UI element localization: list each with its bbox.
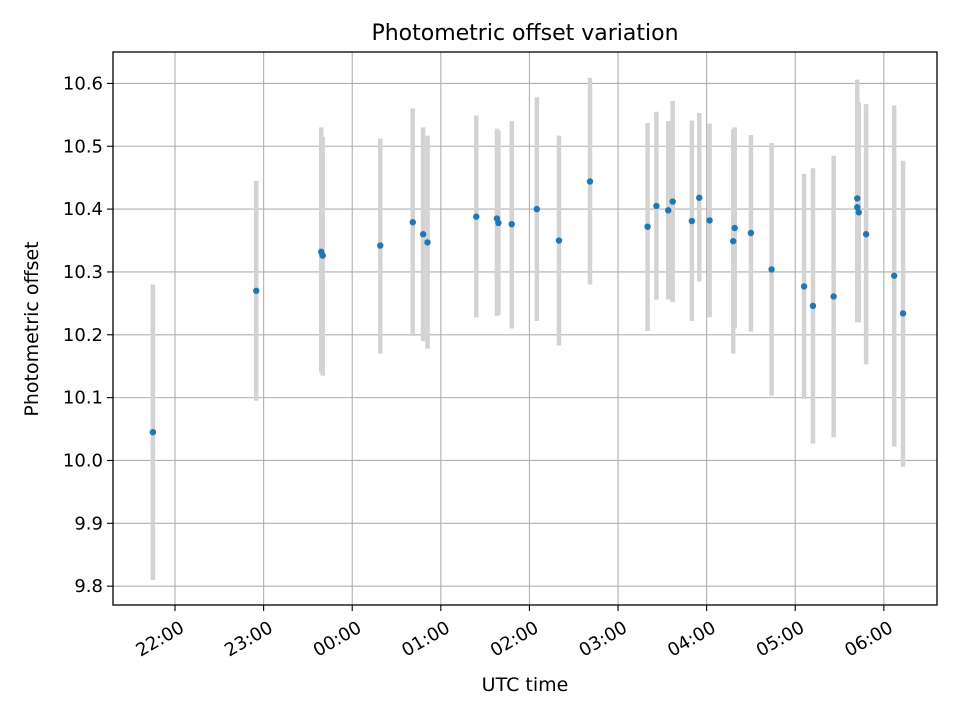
data-point xyxy=(855,209,862,216)
y-tick-label: 10.0 xyxy=(63,450,103,471)
data-point xyxy=(586,178,594,185)
y-tick-label: 9.9 xyxy=(74,513,103,534)
data-point xyxy=(419,231,427,238)
data-points xyxy=(149,178,907,436)
data-point xyxy=(495,219,502,227)
data-point xyxy=(533,205,541,213)
y-tick-label: 10.4 xyxy=(63,199,103,220)
data-point xyxy=(424,239,431,246)
data-point xyxy=(800,283,808,290)
y-tick-label: 10.1 xyxy=(63,388,103,409)
data-point xyxy=(688,217,696,225)
data-point xyxy=(473,213,480,220)
y-axis-label: Photometric offset xyxy=(21,241,43,416)
grid xyxy=(113,52,937,605)
plot-frame xyxy=(112,51,938,606)
y-tick-label: 10.6 xyxy=(63,73,103,94)
data-point xyxy=(854,204,861,211)
y-tick-label: 10.2 xyxy=(63,325,103,346)
data-point xyxy=(409,219,416,226)
data-point xyxy=(149,428,157,436)
chart-title: Photometric offset variation xyxy=(371,21,678,46)
data-point xyxy=(665,207,672,214)
data-point xyxy=(830,293,837,300)
data-point xyxy=(508,220,515,228)
data-point xyxy=(669,198,676,205)
data-point xyxy=(377,242,384,249)
data-point xyxy=(653,202,660,210)
data-point xyxy=(730,237,737,245)
x-axis-label: UTC time xyxy=(482,674,569,696)
data-point xyxy=(768,266,775,273)
data-point xyxy=(253,287,260,294)
data-point xyxy=(555,237,563,244)
data-point xyxy=(644,223,651,230)
y-tick-label: 9.8 xyxy=(74,576,103,597)
y-tick-label: 10.5 xyxy=(63,136,103,157)
data-point xyxy=(319,252,326,259)
data-point xyxy=(696,194,703,201)
data-point xyxy=(706,217,713,224)
y-tick-label: 10.3 xyxy=(63,262,103,283)
y-axis-ticks: 9.8 9.9 10.0 10.1 10.2 10.3 10.4 10.5 10.6 xyxy=(63,73,113,597)
data-point xyxy=(731,224,738,232)
data-point xyxy=(809,302,817,310)
data-point xyxy=(862,231,870,238)
data-point xyxy=(747,229,755,237)
data-point xyxy=(899,310,907,317)
data-point xyxy=(854,195,861,202)
data-point xyxy=(890,272,898,279)
